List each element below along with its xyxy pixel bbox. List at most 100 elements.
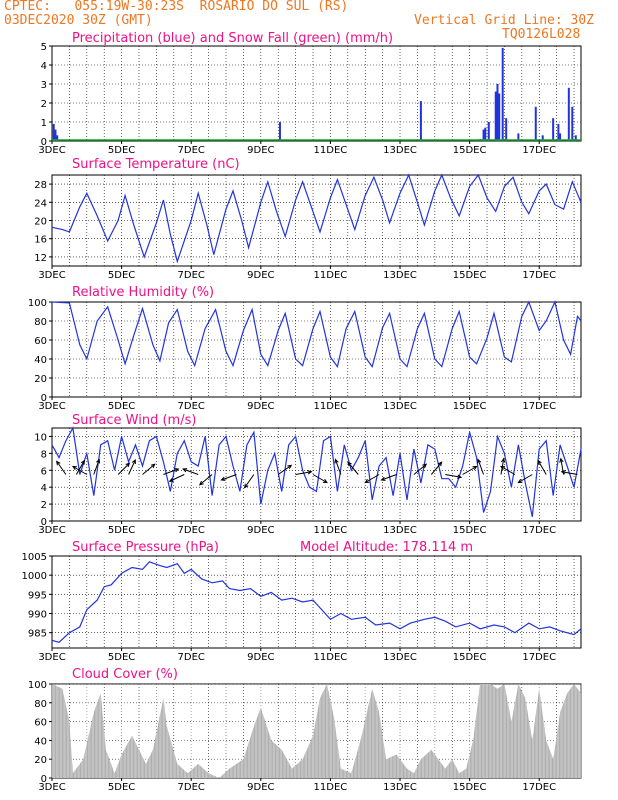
- wind-arrow-head: [334, 458, 339, 464]
- y-tick-label: 1: [41, 118, 47, 129]
- precip-bar: [482, 129, 485, 141]
- x-tick-label: 7DEC: [178, 652, 205, 663]
- y-tick-label: 24: [34, 198, 47, 209]
- wind-arrow: [518, 474, 533, 483]
- y-tick-label: 4: [41, 61, 47, 72]
- wind-arrow-head: [182, 468, 188, 473]
- y-tick-label: 12: [34, 253, 47, 264]
- y-tick-label: 60: [34, 336, 47, 347]
- x-tick-label: 17DEC: [522, 525, 556, 536]
- precip-panel: 0 1 2 3 4 5 3DEC 5DEC 7DEC 9DEC 11DEC 13DEC 15DEC 17D…: [38, 31, 582, 156]
- wind-arrow: [381, 474, 397, 481]
- precip-bar: [52, 123, 55, 141]
- wind-arrow: [347, 461, 359, 475]
- wind-arrow-head: [537, 459, 542, 465]
- x-tick-label: 3DEC: [38, 782, 65, 793]
- y-tick-label: 80: [34, 317, 47, 328]
- y-tick-label: 995: [28, 590, 47, 601]
- precip-frame: [51, 45, 582, 142]
- wind-arrow: [72, 466, 88, 475]
- station-header: CPTEC: 055:19W-30:23S ROSARIO DO SUL (RS…: [4, 0, 349, 14]
- wind-arrow-head: [380, 476, 386, 481]
- wind-arrow-head: [457, 474, 463, 479]
- x-tick-label: 7DEC: [178, 401, 205, 412]
- x-tick-label: 3DEC: [38, 270, 65, 281]
- wind-arrow: [295, 471, 312, 475]
- wind-arrow: [277, 464, 292, 475]
- x-tick-label: 9DEC: [247, 525, 274, 536]
- y-tick-label: 40: [34, 736, 47, 747]
- temp-title: Surface Temperature (nC): [72, 157, 240, 172]
- precip-bar: [559, 133, 562, 141]
- pres-subtitle: Model Altitude: 178.114 m: [300, 540, 473, 555]
- precip-bar: [517, 133, 520, 141]
- precip-bar: [557, 123, 560, 141]
- precip-bar: [567, 87, 570, 141]
- wind-arrow-head: [96, 458, 101, 464]
- wind-arrow: [199, 474, 213, 486]
- x-tick-label: 11DEC: [314, 525, 348, 536]
- temp-line: [51, 173, 582, 264]
- wind-arrow: [169, 474, 185, 482]
- rh-panel: 0 20 40 60 80 100 3DEC 5DEC 7DEC 9DEC 11DEC 13DEC 15…: [28, 285, 582, 412]
- wind-arrow-head: [499, 465, 506, 471]
- x-tick-label: 17DEC: [522, 782, 556, 793]
- grid-note: Vertical Grid Line: 30Z: [414, 13, 595, 28]
- x-tick-label: 7DEC: [178, 270, 205, 281]
- x-tick-label: 13DEC: [383, 782, 417, 793]
- wind-arrow-head: [322, 478, 328, 484]
- precip-bar: [534, 106, 537, 141]
- wind-arrow: [142, 463, 156, 475]
- wind-arrow: [312, 474, 328, 483]
- x-tick-label: 9DEC: [247, 145, 274, 156]
- wind-arrow-head: [517, 478, 523, 484]
- precip-bar: [498, 93, 501, 141]
- wind-arrow-head: [125, 462, 131, 468]
- wind-arrow: [413, 463, 427, 475]
- x-tick-label: 17DEC: [522, 145, 556, 156]
- rh-grid: [51, 301, 581, 398]
- precip-bar: [541, 135, 544, 141]
- wind-arrow-head: [287, 464, 293, 470]
- precip-bar: [56, 135, 59, 141]
- wind-arrow-head: [150, 463, 156, 469]
- precip-bar: [54, 129, 57, 141]
- wind-arrow: [182, 468, 199, 475]
- precip-bar: [501, 47, 504, 141]
- wind-arrow-head: [422, 463, 428, 469]
- y-tick-label: 100: [28, 298, 47, 309]
- precip-bar: [505, 118, 508, 141]
- wind-arrow-head: [347, 461, 352, 467]
- cloud-panel: 0 20 40 60 80 100 3DEC 5DEC 7DEC 9DEC 11DEC 13DEC 15…: [28, 667, 582, 793]
- y-tick-label: 5: [41, 42, 47, 53]
- wind-arrow-head: [364, 478, 370, 484]
- x-tick-label: 13DEC: [383, 270, 417, 281]
- x-tick-label: 15DEC: [453, 401, 487, 412]
- wind-title: Surface Wind (m/s): [72, 413, 196, 428]
- precip-title: Precipitation (blue) and Snow Fall (gree…: [72, 31, 393, 46]
- x-tick-label: 7DEC: [178, 525, 205, 536]
- x-tick-label: 9DEC: [247, 270, 274, 281]
- wind-arrow-head: [500, 457, 506, 463]
- x-tick-label: 13DEC: [383, 401, 417, 412]
- y-tick-label: 20: [34, 374, 47, 385]
- run-date: 03DEC2020 30Z (GMT): [4, 13, 153, 28]
- x-tick-label: 5DEC: [108, 270, 135, 281]
- pres-grid: [51, 555, 581, 648]
- x-tick-label: 11DEC: [314, 401, 348, 412]
- wind-arrow-head: [80, 459, 85, 465]
- precip-bar: [571, 106, 574, 141]
- x-tick-label: 15DEC: [453, 525, 487, 536]
- wind-arrow-head: [437, 461, 443, 467]
- y-tick-label: 0: [41, 393, 47, 404]
- x-tick-label: 3DEC: [38, 145, 65, 156]
- wind-arrow-head: [559, 457, 564, 463]
- rh-frame: [51, 301, 582, 398]
- x-tick-label: 15DEC: [453, 782, 487, 793]
- x-tick-label: 11DEC: [314, 782, 348, 793]
- y-tick-label: 0: [41, 137, 47, 148]
- wind-arrow: [93, 459, 100, 475]
- wind-line: [51, 426, 582, 517]
- wind-arrow-head: [560, 470, 566, 475]
- wind-arrow: [163, 468, 179, 475]
